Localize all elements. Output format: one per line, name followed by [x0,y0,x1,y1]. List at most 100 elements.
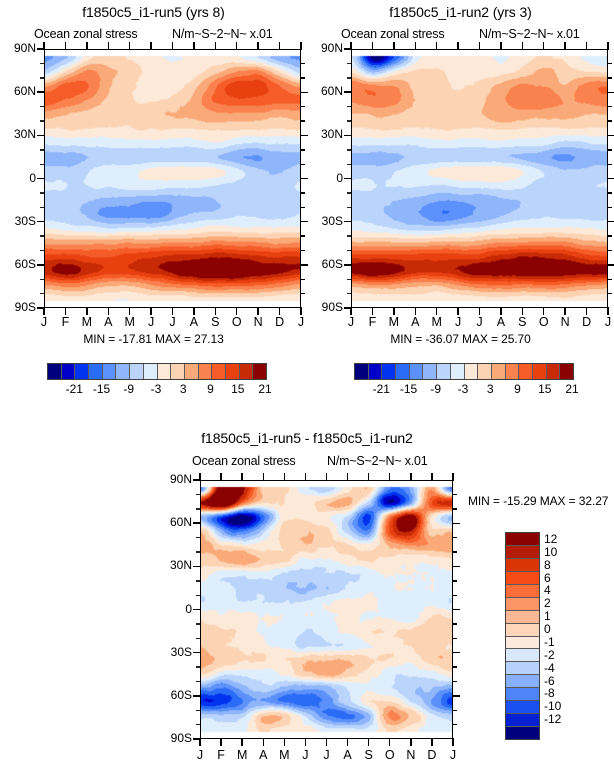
y-axis-label: 90S [170,731,192,745]
y-axis-minor-tick-right [607,149,612,151]
y-axis-minor-tick [347,163,352,165]
y-axis-label: 0 [185,601,192,616]
x-axis-label: M [431,315,442,329]
x-axis-label: J [302,748,309,762]
x-axis-label: J [449,748,457,762]
x-axis-tick [367,738,370,746]
colorbar-segment [116,364,131,379]
y-axis-tick-right [300,177,308,180]
x-axis-tick [607,307,609,315]
y-axis-minor-tick-right [300,149,305,151]
colorbar-segment [560,364,573,379]
panel-run2-plot[interactable] [351,49,608,308]
colorbar-tick-label: 6 [544,570,551,585]
colorbar-run5[interactable] [47,363,267,380]
y-axis-minor-tick-right [607,163,612,165]
y-axis-minor-tick-right [452,580,457,582]
colorbar-segment [464,364,479,379]
colorbar-segment [171,364,185,379]
y-axis-minor-tick [347,120,352,122]
x-axis-tick-top [257,42,259,50]
x-axis-label: D [275,315,285,329]
y-axis-tick [193,738,201,740]
x-axis-label: J [196,748,204,762]
y-axis-minor-tick-right [607,62,612,65]
colorbar-segment [423,364,438,379]
colorbar-segment [157,364,172,379]
colorbar-segment [61,364,76,379]
y-axis-minor-tick-right [452,709,457,711]
y-axis-minor-tick-right [300,62,305,65]
x-axis-tick-top [107,42,109,50]
y-axis-minor-tick [347,293,352,295]
colorbar-segment [506,701,539,715]
colorbar-tick-label: 21 [565,382,579,396]
x-axis-tick [300,307,302,315]
panel-run2-heatmap-canvas [352,50,607,307]
y-axis-tick [193,651,201,654]
y-axis-tick-right [607,91,614,93]
colorbar-segment [355,364,369,379]
y-axis-minor-tick-right [607,120,612,122]
y-axis-minor-tick [347,278,352,280]
y-axis-minor-tick-right [300,192,305,194]
x-axis-label: F [61,315,70,329]
y-axis-minor-tick [40,163,45,165]
y-axis-label: 90N [13,41,36,55]
x-axis-tick-top [43,42,45,50]
y-axis-minor-tick-right [300,105,305,108]
x-axis-tick [389,738,391,746]
colorbar-segment [478,364,492,379]
y-axis-minor-tick [196,709,201,711]
x-axis-tick-top [393,42,395,50]
x-axis-tick [107,307,109,315]
panel-run5-plot[interactable] [44,49,301,308]
x-axis-tick-top [86,42,88,50]
colorbar-segment [506,714,539,728]
x-axis-label: O [231,315,242,329]
y-axis-label: 60S [14,256,36,271]
x-axis-tick [543,307,545,315]
x-axis-label: A [189,315,199,329]
y-axis-minor-tick-right [607,105,612,108]
x-axis-label: O [538,315,549,329]
y-axis-tick-right [300,221,308,223]
y-axis-minor-tick [196,680,201,683]
y-axis-minor-tick [196,623,201,625]
x-axis-tick [193,307,195,315]
y-axis-minor-tick [347,149,352,151]
colorbar-segment [143,364,158,379]
x-axis-label: J [40,315,48,329]
x-axis-tick [150,307,152,315]
x-axis-label: J [454,315,462,329]
colorbar-segment [75,364,90,379]
panel-run2-subtitle-left: Ocean zonal stress [341,27,445,41]
y-axis-minor-tick [40,278,45,280]
y-axis-label: 90N [169,472,192,486]
x-axis-tick-top [199,473,201,481]
y-axis-tick [193,479,201,481]
colorbar-run2[interactable] [354,363,574,380]
colorbar-tick-label: 10 [544,544,558,559]
colorbar-difference[interactable] [505,532,540,740]
colorbar-tick-label: 9 [514,382,521,396]
x-axis-tick-top [435,42,438,50]
x-axis-label: M [81,315,93,329]
colorbar-tick-label: -9 [123,382,135,396]
y-axis-label: 30N [320,127,343,142]
colorbar-segment [506,610,539,624]
y-axis-minor-tick [40,62,45,65]
y-axis-minor-tick [347,105,352,108]
colorbar-tick-label: 3 [486,382,494,396]
colorbar-tick-label: -3 [150,382,162,396]
x-axis-label: J [147,315,155,329]
colorbar-tick-label: -21 [65,382,83,396]
y-axis-tick [37,307,45,309]
panel-run2-minmax: MIN = -36.07 MAX = 25.70 [390,332,531,346]
y-axis-tick [37,134,45,137]
y-axis-minor-tick-right [607,249,612,252]
x-axis-label: J [323,748,330,762]
x-axis-tick [262,738,264,746]
x-axis-tick [171,307,174,315]
panel-difference-plot[interactable] [200,480,453,739]
